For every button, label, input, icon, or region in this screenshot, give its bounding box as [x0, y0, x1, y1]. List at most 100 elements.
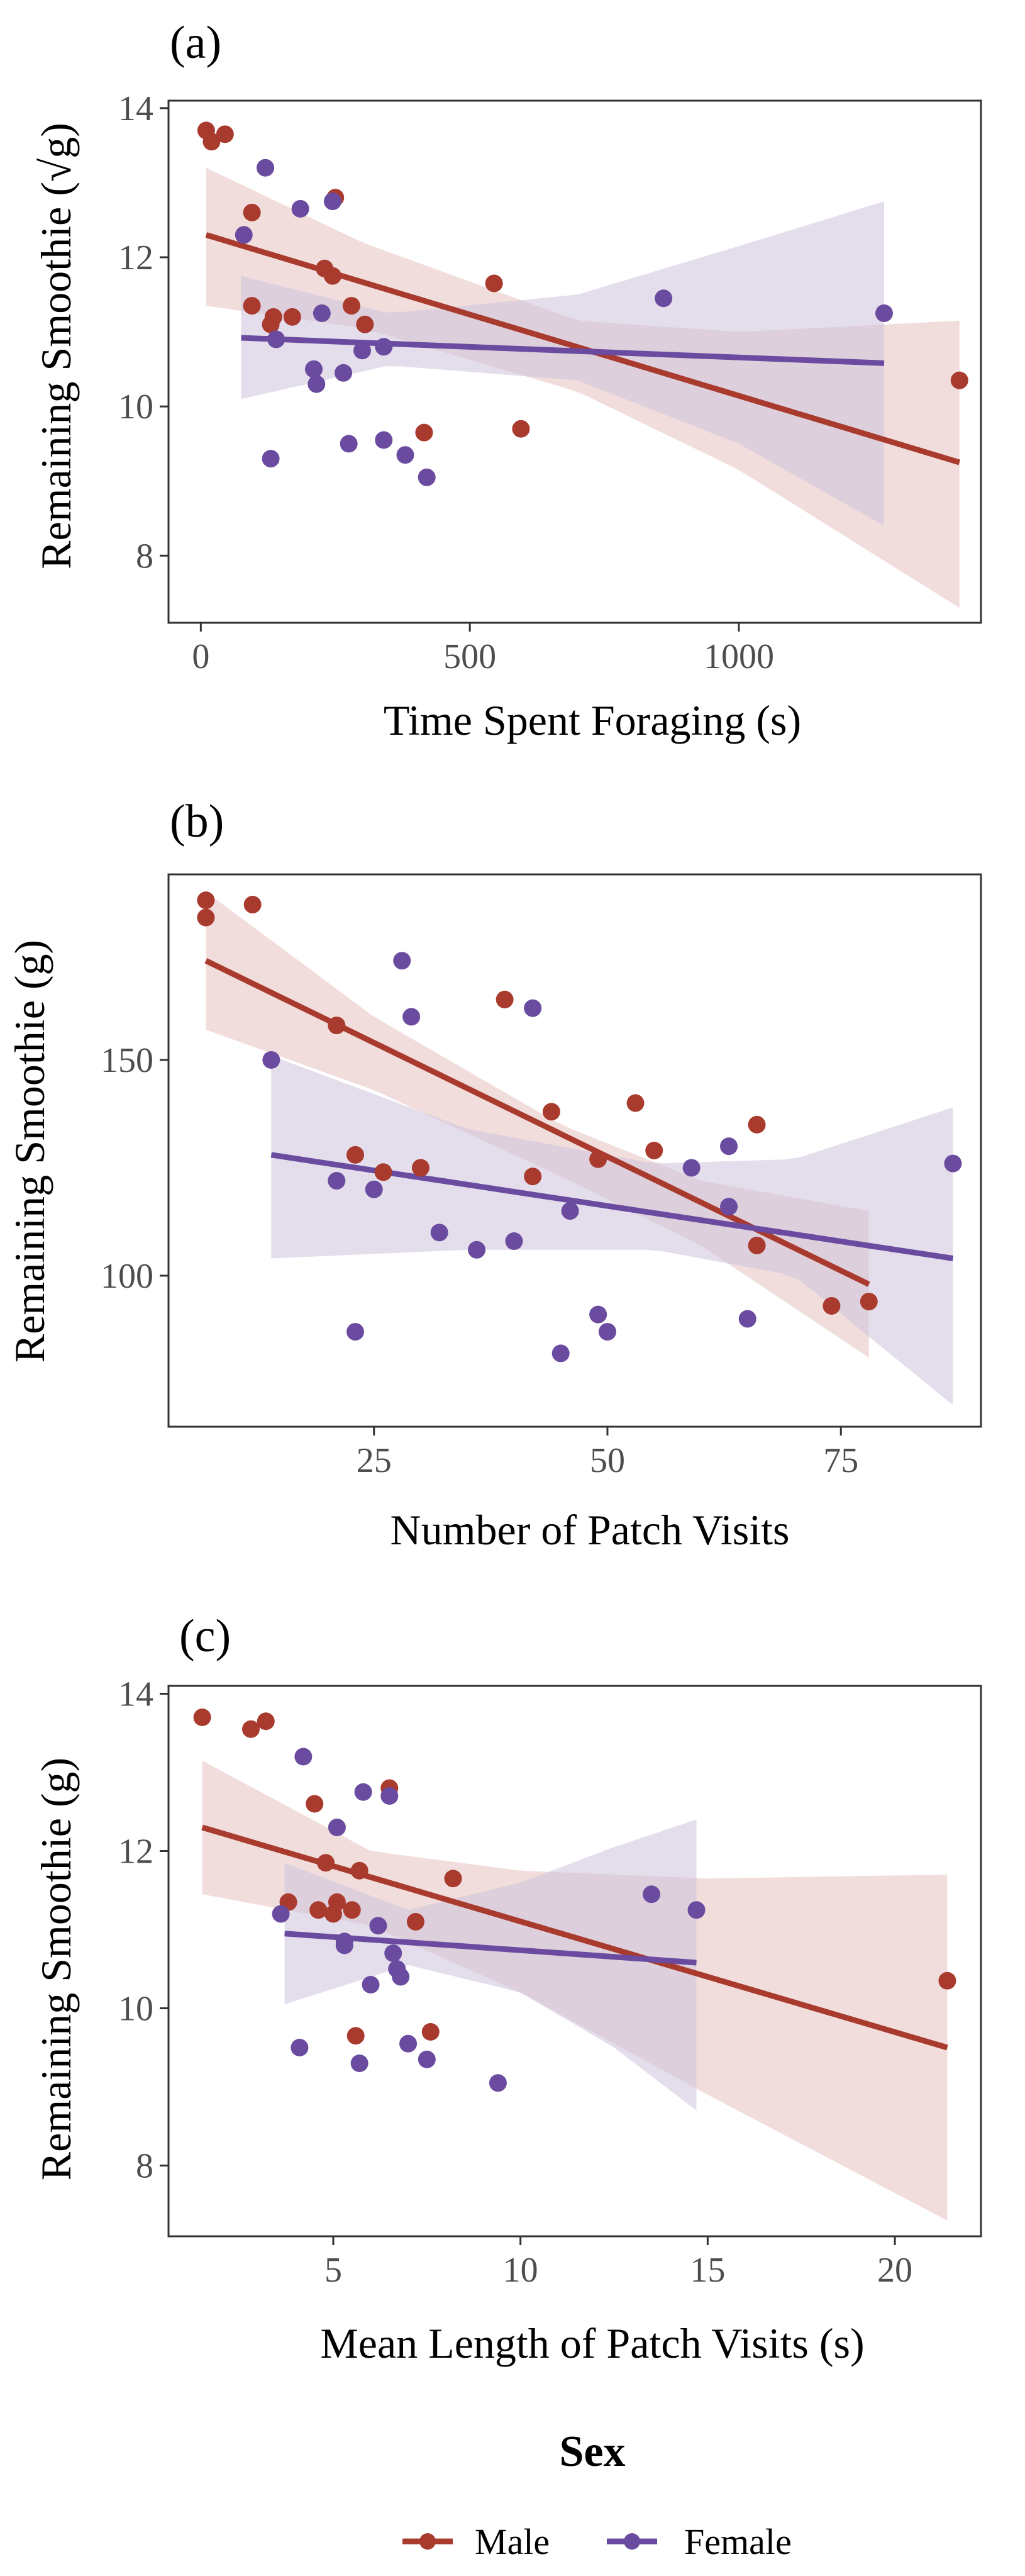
panel-c-female-point-18 [687, 1901, 706, 1919]
panel-a-male-point-6 [264, 308, 282, 326]
panel-a-female-point-11 [353, 342, 372, 360]
panel-b-female-point-10 [551, 1344, 570, 1363]
panel-c-y-tick-label-12: 12 [118, 1832, 153, 1871]
panel-b-female-point-3 [365, 1180, 383, 1198]
panel-c-male-point-14 [421, 2023, 440, 2041]
panel-a-y-tick-label-8: 8 [136, 537, 153, 576]
panel-b-female-point-17 [738, 1310, 756, 1328]
panel-c-male-point-13 [406, 1913, 424, 1931]
panel-c-female-point-8 [362, 1976, 380, 1993]
panel-a-x-axis-title: Time Spent Foraging (s) [384, 696, 801, 744]
panel-b-x-tick-label-75: 75 [823, 1441, 858, 1480]
panel-c-male-point-10 [350, 1861, 368, 1880]
panel-a-female-point-7 [313, 304, 331, 322]
panel-b-male-point-3 [328, 1017, 346, 1035]
panel-a-female-point-4 [291, 199, 309, 218]
panel-b-female-point-16 [720, 1137, 738, 1156]
legend-title: Sex [560, 2428, 626, 2476]
panel-a-female-point-12 [375, 338, 393, 356]
panel-b-y-tick-label-100: 100 [101, 1257, 153, 1296]
legend-label-male: Male [475, 2521, 550, 2562]
panel-b-female-point-15 [720, 1198, 738, 1216]
panel-c-female-confidence-band [284, 1819, 697, 2110]
panel-a-y-tick-label-12: 12 [118, 238, 153, 277]
panel-a-female-point-13 [375, 431, 393, 449]
panel-b-female-point-0 [262, 1051, 280, 1069]
panel-b-female-point-14 [682, 1159, 701, 1177]
panel-b-female-point-11 [561, 1202, 579, 1220]
panel-b-male-point-0 [197, 891, 215, 910]
panel-c-x-axis-title: Mean Length of Patch Visits (s) [320, 2319, 864, 2367]
panel-b-x-tick-label-50: 50 [590, 1441, 625, 1480]
panel-b-male-point-7 [496, 990, 514, 1008]
panel-a-plot-border [167, 99, 982, 624]
legend-label-female: Female [684, 2521, 792, 2562]
panel-c-female-point-14 [399, 2034, 418, 2053]
panel-a-female-point-14 [396, 446, 414, 464]
panel-c-male-point-6 [317, 1854, 335, 1872]
panel-a-x-tick-label-0: 0 [192, 637, 209, 676]
panel-c-female-fit-line [284, 1931, 697, 1966]
panel-a-female-point-5 [305, 360, 323, 378]
panel-c-female-point-3 [328, 1819, 346, 1836]
panel-c-male-point-0 [193, 1709, 211, 1726]
panel-c-female-point-1 [291, 2039, 309, 2056]
panel-a-male-point-11 [342, 297, 360, 315]
panel-a-male-point-1 [202, 133, 221, 151]
legend-key-dot-female [624, 2533, 640, 2550]
panel-b-male-point-12 [645, 1142, 663, 1159]
panel-b-female-point-4 [393, 952, 411, 970]
panel-a-female-point-9 [335, 364, 353, 382]
panel-a-female-point-6 [308, 375, 326, 393]
panel-b-male-point-11 [626, 1094, 645, 1112]
panel-b-female-point-1 [328, 1172, 346, 1190]
panel-a-female-fit-line [241, 335, 885, 366]
legend-entry-male: Male [402, 2521, 550, 2562]
panel-b-female-point-9 [524, 999, 542, 1017]
legend: Sex Male Female [402, 2428, 792, 2562]
panel-c-male-point-1 [241, 1720, 260, 1738]
panel-b-male-point-14 [748, 1115, 766, 1134]
panel-a-male-point-7 [283, 308, 301, 326]
panel-c-female-point-10 [380, 1787, 399, 1805]
panel-b-female-point-18 [944, 1154, 962, 1173]
panel-a-male-point-14 [485, 274, 503, 293]
panel-c-female-point-7 [354, 1783, 372, 1801]
panel-b-y-tick-label-150: 150 [101, 1041, 153, 1080]
panel-b-male-point-9 [542, 1103, 560, 1121]
panel-c-x-tick-label-20: 20 [877, 2251, 912, 2290]
panel-c-x-tick-label-5: 5 [324, 2251, 342, 2290]
panel-a-female-point-1 [257, 159, 275, 177]
panel-a-female-point-15 [418, 468, 436, 486]
panel-a-female-point-8 [323, 192, 341, 211]
panel-c-female-point-0 [272, 1905, 290, 1923]
panel-a-male-point-3 [243, 203, 261, 221]
panel-a-male-point-9 [323, 267, 341, 285]
panel-b-x-axis-title: Number of Patch Visits [391, 1506, 790, 1554]
panel-c-female-point-2 [294, 1748, 313, 1766]
panel-c-male-point-9 [343, 1901, 361, 1919]
panel-c-female-point-9 [369, 1917, 387, 1935]
legend-entry-female: Female [607, 2521, 792, 2562]
panel-c: (c) Remaining Smoothie (g) Mean Length o… [32, 1610, 982, 2367]
panel-a-male-point-13 [415, 423, 433, 442]
panel-c-female-point-5 [335, 1932, 353, 1951]
panel-b-label: (b) [170, 796, 224, 847]
panel-c-female-point-6 [350, 2055, 368, 2072]
panel-a-male-point-4 [243, 297, 261, 315]
panel-b-female-point-7 [468, 1241, 486, 1259]
panel-b-female-point-2 [346, 1323, 365, 1341]
panel-b: (b) Remaining Smoothie (g) Number of Pat… [6, 796, 982, 1554]
panel-b-male-point-10 [589, 1150, 607, 1168]
panel-c-plot-border [167, 1685, 982, 2238]
panel-a-male-point-2 [216, 125, 234, 143]
panel-c-female-point-16 [489, 2074, 507, 2092]
panel-c-y-tick-label-14: 14 [118, 1675, 153, 1714]
panel-a-female-confidence-band [241, 201, 884, 526]
panel-a-female-point-16 [655, 289, 673, 308]
panel-b-female-confidence-band [271, 1056, 953, 1405]
panel-c-male-point-15 [444, 1870, 462, 1888]
panel-b-male-point-16 [860, 1293, 878, 1311]
panel-b-x-tick-label-25: 25 [357, 1441, 392, 1480]
